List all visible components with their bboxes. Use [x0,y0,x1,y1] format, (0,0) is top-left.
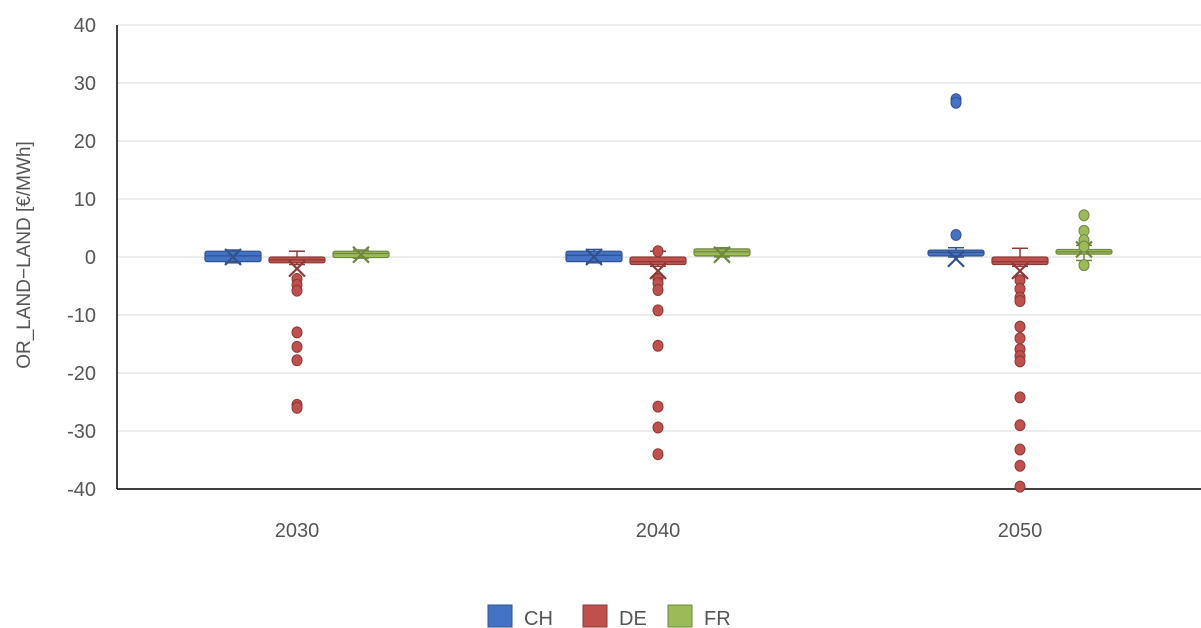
x-tick-label: 2050 [998,520,1043,542]
x-tick-label: 2030 [275,520,320,542]
legend-swatch-de [582,604,608,628]
x-tick-label: 2040 [636,520,681,542]
y-tick-label: -40 [67,479,96,501]
mean-marker [288,259,306,278]
outlier-point [1014,332,1026,345]
box-ch-2030 [204,248,262,266]
box-fr-2030 [332,245,390,264]
box-de-2030 [268,250,326,414]
box-de-2050 [991,247,1049,493]
outlier-point [291,340,303,353]
outlier-point [1014,419,1026,432]
y-axis-title: OR_LAND−LAND [€/MWh] [14,141,35,369]
outlier-point [652,339,664,352]
outlier-point [1014,459,1026,472]
outlier-point [1078,240,1090,253]
box-body [991,256,1049,266]
axes: 40 30 20 10 0 -10 -20 -30 -40 2030 2040 2050 [67,15,1201,542]
outlier-point [1078,259,1090,272]
outlier-point [652,284,664,297]
outlier-point [1014,320,1026,333]
outlier-point [652,400,664,413]
box-ch-2040 [565,248,623,266]
mean-marker [947,249,965,268]
legend-label-fr: FR [704,608,731,628]
mean-marker [352,245,370,264]
box-fr-2050 [1055,209,1113,272]
box-de-2040 [629,245,687,461]
mean-marker [649,262,667,280]
plot-area [204,93,1113,493]
outlier-point [1078,209,1090,222]
y-tick-label: 20 [74,131,96,153]
mean-marker [224,248,242,266]
box-fr-2040 [693,245,751,264]
mean-marker [713,245,731,264]
legend: CH DE FR [487,604,731,628]
outlier-point [291,401,303,414]
outlier-point [1014,355,1026,368]
legend-label-ch: CH [524,608,553,628]
legend-label-de: DE [619,608,647,628]
y-tick-label: -30 [67,421,96,443]
gridlines [117,24,1201,432]
legend-swatch-fr [667,604,693,628]
box-body [629,256,687,266]
outlier-point [1014,443,1026,456]
outlier-point [652,304,664,317]
outlier-point [652,245,664,258]
outlier-point [1014,295,1026,308]
box-ch-2050 [927,93,985,268]
y-tick-label: 30 [74,73,96,95]
outlier-point [950,228,962,241]
mean-marker [1011,262,1029,280]
outlier-point [652,448,664,461]
outlier-point [291,354,303,367]
outlier-point [1014,480,1026,493]
outlier-point [291,284,303,297]
legend-swatch-ch [487,604,513,628]
mean-marker [585,248,603,266]
outlier-point [1014,391,1026,404]
y-tick-label: -10 [67,305,96,327]
y-tick-label: 10 [74,189,96,211]
outlier-point [291,326,303,339]
outlier-point [652,421,664,434]
y-tick-label: 40 [74,15,96,37]
outlier-point [950,96,962,109]
y-tick-label: -20 [67,363,96,385]
y-tick-label: 0 [85,247,96,269]
